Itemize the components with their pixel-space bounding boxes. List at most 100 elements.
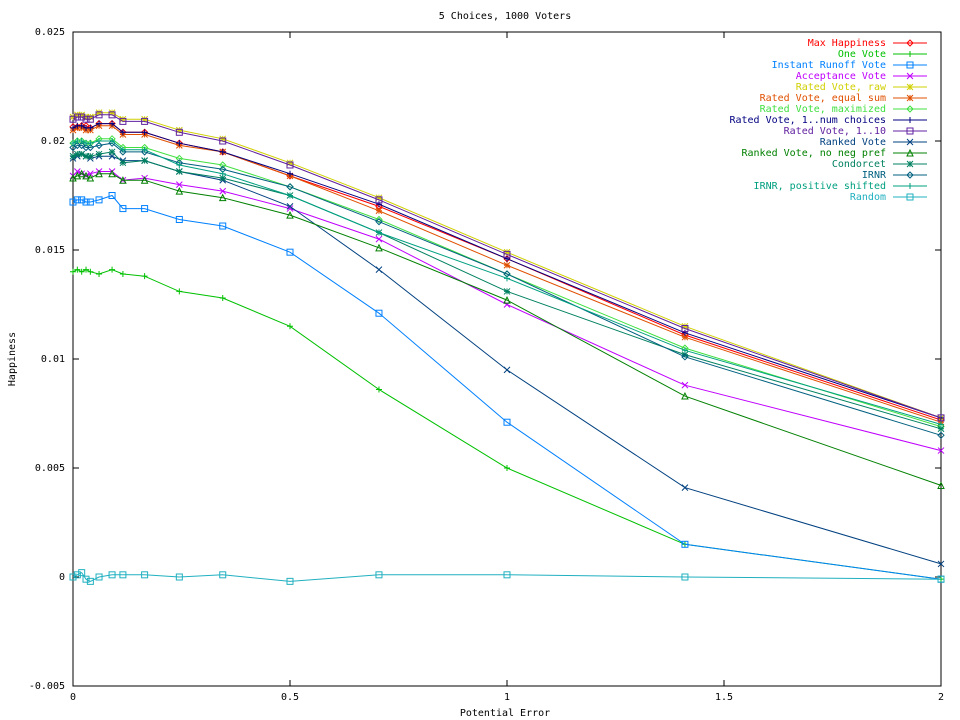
data-point bbox=[681, 391, 689, 400]
data-point bbox=[219, 135, 227, 143]
y-tick-label: 0.01 bbox=[41, 354, 65, 365]
data-point bbox=[108, 169, 116, 178]
data-point bbox=[375, 201, 382, 208]
series-line bbox=[72, 114, 942, 419]
data-point bbox=[73, 111, 81, 119]
data-point bbox=[938, 421, 944, 428]
data-point bbox=[219, 187, 227, 195]
data-point bbox=[83, 266, 90, 273]
data-point bbox=[219, 161, 227, 169]
data-point bbox=[73, 571, 81, 579]
data-point bbox=[96, 138, 103, 144]
data-point bbox=[681, 329, 688, 336]
legend-label: IRNR, positive shifted bbox=[754, 181, 886, 192]
data-point bbox=[78, 150, 86, 158]
data-point bbox=[681, 333, 689, 341]
data-point bbox=[119, 115, 127, 123]
data-point bbox=[175, 181, 183, 188]
data-point bbox=[82, 115, 90, 123]
y-tick-label: 0.02 bbox=[41, 136, 65, 147]
series-acceptance-vote bbox=[69, 168, 945, 454]
data-point bbox=[681, 353, 689, 361]
series-line bbox=[72, 269, 942, 580]
data-point bbox=[96, 120, 103, 127]
data-point bbox=[119, 159, 127, 167]
legend-label: Rated Vote, 1..num choices bbox=[729, 115, 886, 126]
data-point bbox=[96, 270, 103, 277]
data-point bbox=[375, 571, 383, 579]
data-point bbox=[176, 161, 183, 168]
x-tick-label: 0 bbox=[70, 692, 76, 703]
data-point bbox=[82, 575, 90, 583]
legend-label: Max Happiness bbox=[808, 38, 886, 49]
data-point bbox=[681, 381, 689, 389]
data-point bbox=[87, 152, 94, 160]
data-point bbox=[69, 573, 77, 581]
axes: -0.005 0 0.005 0.01 0.015 0.02 0.025 0 0.5 1 1.5 2 bbox=[29, 27, 944, 703]
data-point bbox=[504, 255, 510, 262]
legend-label: Rated Vote, 1..10 bbox=[784, 126, 886, 137]
data-point bbox=[95, 573, 103, 581]
data-point bbox=[86, 173, 95, 182]
data-point bbox=[937, 431, 945, 440]
data-point bbox=[681, 573, 689, 581]
data-point bbox=[73, 150, 81, 158]
data-point bbox=[141, 115, 148, 123]
data-point bbox=[503, 366, 511, 374]
x-tick-label: 1.5 bbox=[715, 692, 733, 703]
data-point bbox=[937, 447, 945, 454]
data-point bbox=[141, 205, 149, 213]
legend-item: Ranked Vote bbox=[820, 137, 927, 148]
legend-item: Rated Vote, 1..10 bbox=[784, 126, 927, 137]
data-point bbox=[906, 138, 914, 146]
x-axis-label: Potential Error bbox=[460, 708, 550, 719]
data-point bbox=[82, 171, 90, 180]
data-point bbox=[176, 288, 183, 295]
legend-item: One Vote bbox=[838, 49, 927, 60]
data-point bbox=[503, 418, 511, 426]
data-point bbox=[119, 571, 127, 579]
legend-label: Rated Vote, equal sum bbox=[760, 93, 886, 104]
legend-label: Instant Runoff Vote bbox=[772, 60, 886, 71]
data-point bbox=[108, 148, 116, 156]
data-point bbox=[907, 117, 913, 123]
data-point bbox=[286, 205, 294, 212]
series-line bbox=[72, 151, 942, 430]
data-point bbox=[119, 129, 126, 136]
data-point bbox=[287, 323, 293, 330]
data-point bbox=[503, 288, 511, 295]
data-point bbox=[681, 324, 689, 332]
data-point bbox=[78, 111, 86, 119]
data-point bbox=[219, 294, 226, 301]
data-point bbox=[175, 128, 183, 136]
series-layer bbox=[69, 109, 945, 585]
x-tick-label: 2 bbox=[938, 692, 944, 703]
data-point bbox=[70, 268, 76, 275]
data-point bbox=[907, 183, 913, 189]
legend-item: IRNR bbox=[862, 170, 927, 181]
data-point bbox=[375, 235, 383, 243]
data-point bbox=[287, 170, 293, 177]
data-point bbox=[86, 198, 94, 206]
series-line bbox=[72, 194, 942, 580]
data-point bbox=[108, 571, 116, 579]
data-point bbox=[175, 573, 183, 581]
y-tick-label: 0.015 bbox=[35, 245, 65, 256]
data-point bbox=[86, 143, 95, 152]
series-line bbox=[72, 140, 942, 425]
data-point bbox=[74, 266, 81, 273]
data-point bbox=[77, 169, 86, 178]
data-point bbox=[87, 170, 94, 178]
data-point bbox=[375, 217, 383, 226]
data-point bbox=[73, 168, 81, 175]
series-random bbox=[69, 569, 945, 585]
series-rated-vote-maximized bbox=[69, 135, 945, 431]
data-point bbox=[69, 152, 77, 160]
series-line bbox=[73, 123, 942, 421]
data-point bbox=[503, 301, 511, 308]
data-point bbox=[108, 109, 116, 117]
data-point bbox=[87, 113, 94, 121]
data-point bbox=[109, 138, 116, 144]
